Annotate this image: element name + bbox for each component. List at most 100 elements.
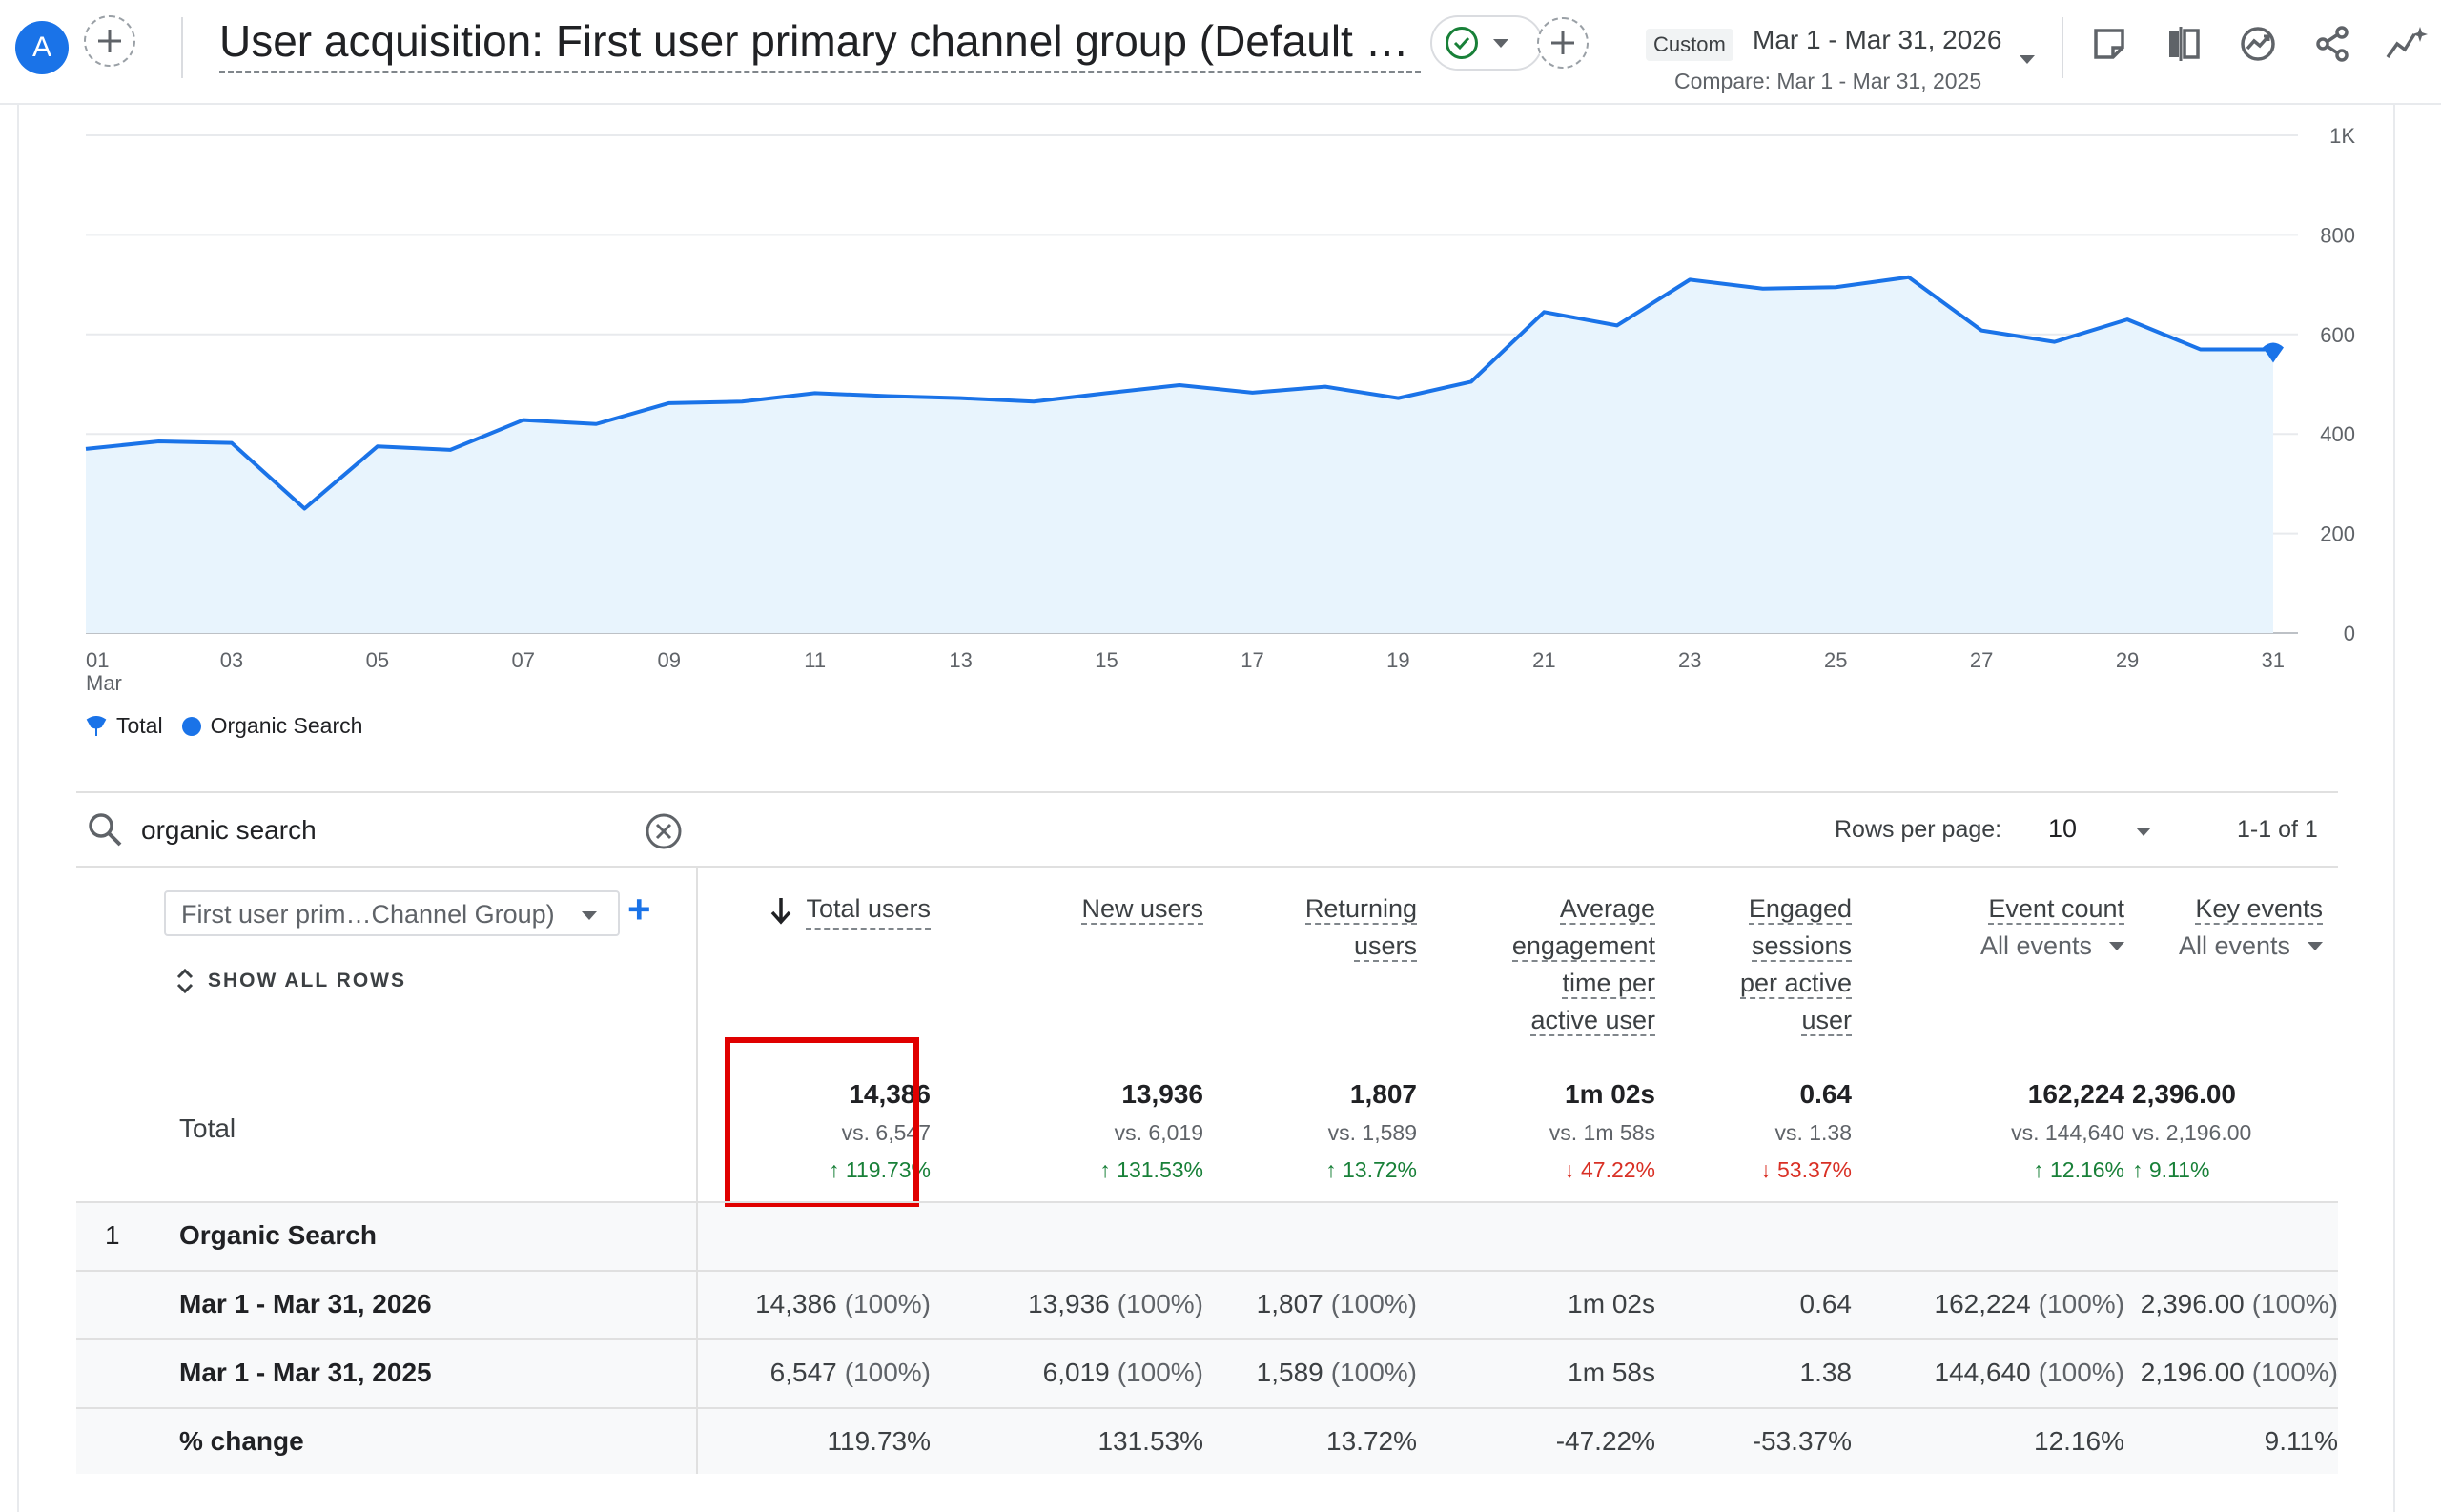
compare-range-text: Compare: Mar 1 - Mar 31, 2025 bbox=[1674, 69, 1982, 93]
col-header-engaged-sessions[interactable]: Engaged sessions per active user bbox=[1659, 890, 1852, 1039]
total-cell: 1m 02s vs. 1m 58s ↓ 47.22% bbox=[1436, 1075, 1655, 1188]
table-toolbar: Rows per page: 10 1-1 of 1 bbox=[76, 791, 2338, 868]
table-search-input[interactable] bbox=[141, 805, 675, 856]
y-tick-label: 400 bbox=[2320, 422, 2355, 446]
report-status-menu[interactable] bbox=[1430, 15, 1543, 71]
users-line-chart: 0 200 400 600 800 1K 01 03 05 07 09 11 13 15 17 19 21 23 2… bbox=[85, 124, 2355, 695]
add-comparison-button[interactable] bbox=[84, 15, 135, 67]
col-header-avg-engagement-time[interactable]: Average engagement time per active user bbox=[1421, 890, 1655, 1039]
total-change: ↑ 9.11% bbox=[2132, 1152, 2338, 1188]
add-comparison-plus-button[interactable] bbox=[1537, 17, 1589, 69]
insights-icon[interactable] bbox=[2233, 19, 2283, 69]
x-tick-label: 05 bbox=[366, 648, 389, 672]
cell-percent: (100%) bbox=[2038, 1358, 2124, 1387]
x-tick-label: 01 bbox=[86, 648, 109, 672]
series-line bbox=[85, 275, 2273, 511]
rows-per-page-caret-icon[interactable] bbox=[2136, 828, 2151, 836]
caret-down-icon bbox=[1493, 38, 1508, 48]
chart-legend: Total Organic Search bbox=[86, 713, 362, 739]
rows-per-page-label: Rows per page: bbox=[1835, 816, 2002, 843]
arrow-up-icon: ↑ bbox=[2132, 1157, 2149, 1182]
col-header-total-users[interactable]: Total users bbox=[687, 890, 931, 935]
rows-per-page-select[interactable]: 10 bbox=[2048, 814, 2078, 843]
col-header-new-users[interactable]: New users bbox=[934, 890, 1203, 928]
compare-columns-icon[interactable] bbox=[2159, 19, 2208, 69]
event-filter-select[interactable]: All events bbox=[1869, 928, 2124, 965]
col-header-key-events[interactable]: Key events All events bbox=[2136, 890, 2323, 965]
show-all-rows-label: SHOW ALL ROWS bbox=[208, 970, 406, 991]
cell-value: 0.64 bbox=[1799, 1289, 1853, 1318]
x-tick-label: 15 bbox=[1095, 648, 1118, 672]
caret-down-icon bbox=[2109, 942, 2124, 950]
total-change-value: 9.11% bbox=[2148, 1157, 2210, 1182]
col-header-label: time per bbox=[1562, 969, 1655, 999]
cell-value: 162,224 bbox=[1934, 1289, 2031, 1318]
x-tick-label: 29 bbox=[2116, 648, 2139, 672]
table-row-label: Mar 1 - Mar 31, 2026 bbox=[179, 1289, 432, 1318]
report-header: A User acquisition: First user primary c… bbox=[0, 0, 2441, 105]
total-compare-value: vs. 2,196.00 bbox=[2132, 1120, 2252, 1145]
col-header-returning-users[interactable]: Returning users bbox=[1211, 890, 1417, 965]
total-compare-value: vs. 1,589 bbox=[1327, 1120, 1417, 1145]
legend-item-organic-search[interactable]: Organic Search bbox=[181, 713, 362, 739]
cell-value: -53.37% bbox=[1752, 1426, 1852, 1456]
key-event-filter-label: All events bbox=[2178, 931, 2290, 960]
total-change: ↑ 131.53% bbox=[955, 1152, 1203, 1188]
x-tick-label: 23 bbox=[1678, 648, 1701, 672]
x-tick-label: 21 bbox=[1532, 648, 1555, 672]
show-all-rows-button[interactable]: SHOW ALL ROWS bbox=[175, 967, 406, 995]
table-row-label: % change bbox=[179, 1426, 304, 1456]
col-header-label: engagement bbox=[1511, 931, 1655, 962]
account-avatar[interactable]: A bbox=[15, 21, 69, 74]
col-header-label: New users bbox=[1081, 894, 1203, 925]
arrow-up-icon: ↑ bbox=[829, 1157, 846, 1182]
x-tick-label: 31 bbox=[2262, 648, 2285, 672]
share-icon[interactable] bbox=[2308, 19, 2357, 69]
dimension-column-divider bbox=[696, 868, 698, 1474]
table-cell: 13.72% bbox=[1131, 1426, 1417, 1457]
caret-down-icon bbox=[2308, 942, 2323, 950]
report-title[interactable]: User acquisition: First user primary cha… bbox=[219, 13, 1421, 73]
date-dropdown-icon[interactable] bbox=[2020, 55, 2035, 64]
legend-label-total: Total bbox=[116, 713, 163, 738]
total-value: 13,936 bbox=[1121, 1079, 1203, 1109]
spark-icon[interactable] bbox=[2382, 19, 2431, 69]
x-tick-label: 13 bbox=[949, 648, 972, 672]
clear-search-icon[interactable] bbox=[645, 812, 683, 850]
add-dimension-button[interactable]: + bbox=[627, 887, 651, 931]
legend-item-total[interactable]: Total bbox=[86, 713, 163, 739]
col-header-label: Average bbox=[1559, 894, 1655, 925]
note-icon[interactable] bbox=[2084, 19, 2134, 69]
table-cell: 1.38 bbox=[1566, 1358, 1853, 1388]
dimension-select[interactable]: First user prim…Channel Group) bbox=[164, 890, 620, 936]
total-compare-value: vs. 1.38 bbox=[1774, 1120, 1852, 1145]
total-value: 2,396.00 bbox=[2132, 1079, 2236, 1109]
table-cell: 131.53% bbox=[917, 1426, 1203, 1457]
total-change: ↓ 53.37% bbox=[1661, 1152, 1852, 1188]
row-divider bbox=[76, 1270, 2338, 1272]
total-cell: 162,224 vs. 144,640 ↑ 12.16% bbox=[1877, 1075, 2124, 1188]
group-row-label[interactable]: Organic Search bbox=[179, 1220, 377, 1250]
total-value: 0.64 bbox=[1799, 1079, 1853, 1109]
table-cell: 1,589 (100%) bbox=[1131, 1358, 1417, 1388]
total-change: ↑ 13.72% bbox=[1226, 1152, 1417, 1188]
key-event-filter-select[interactable]: All events bbox=[2136, 928, 2323, 965]
col-header-event-count[interactable]: Event count All events bbox=[1869, 890, 2124, 965]
total-value: 1,807 bbox=[1349, 1079, 1417, 1109]
table-cell: 2,196.00 (100%) bbox=[2052, 1358, 2338, 1388]
highlight-box bbox=[725, 1037, 919, 1207]
cell-value: 14,386 bbox=[755, 1289, 837, 1318]
col-header-label: Event count bbox=[1988, 894, 2124, 925]
table-cell: 14,386 (100%) bbox=[645, 1289, 931, 1319]
cell-value: 1m 58s bbox=[1568, 1358, 1655, 1387]
total-cell: 13,936 vs. 6,019 ↑ 131.53% bbox=[955, 1075, 1203, 1188]
table-cell: -47.22% bbox=[1369, 1426, 1655, 1457]
total-change-value: 131.53% bbox=[1117, 1157, 1203, 1182]
cell-percent: (100%) bbox=[844, 1289, 931, 1318]
cell-value: 1,589 bbox=[1256, 1358, 1323, 1387]
cell-value: 1.38 bbox=[1799, 1358, 1853, 1387]
report-card bbox=[17, 105, 2395, 1512]
series-end-pin bbox=[2263, 342, 2284, 363]
table-cell: 119.73% bbox=[645, 1426, 931, 1457]
row-index: 1 bbox=[105, 1220, 120, 1250]
